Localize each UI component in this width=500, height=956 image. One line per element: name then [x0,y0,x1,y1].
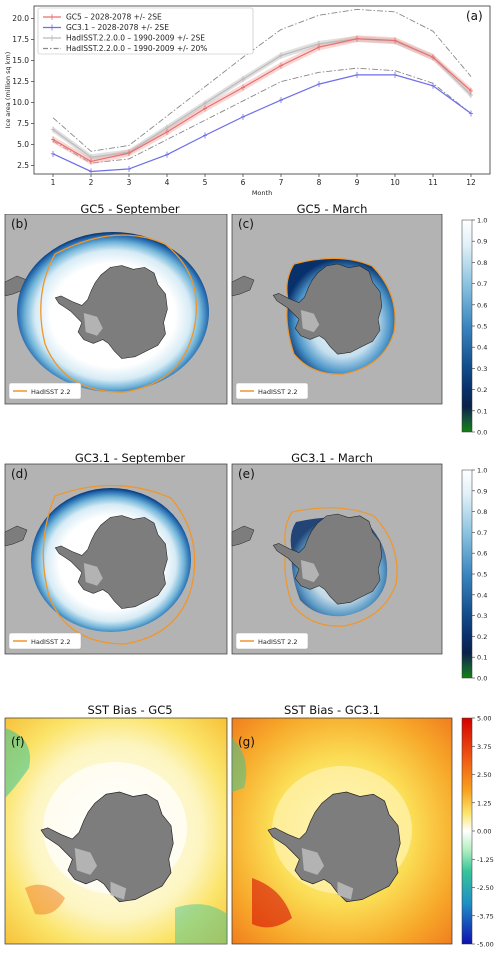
x-tick-label: 1 [51,178,56,187]
gc5-line [52,38,472,163]
x-tick-label: 8 [317,178,322,187]
panel-f-title: SST Bias - GC5 [87,703,173,717]
gc31-line [52,74,472,173]
y-tick-label: 2.5 [17,161,29,170]
x-tick-label: 6 [241,178,246,187]
y-tick-label: 20.0 [12,14,29,23]
colorbar-tick-label: 0.6 [477,550,487,558]
panel-c-label: (c) [238,217,254,231]
colorbar-tick-label: -1.25 [477,856,494,864]
panel-c-map: HadISST 2.2 (c) [231,214,443,405]
ice-colorbar-top: 1.0 0.9 0.8 0.7 0.6 0.5 0.4 0.3 0.2 0.1 0.0 [461,217,487,437]
x-tick-label: 11 [428,178,438,187]
panel-b-map: HadISST 2.2 (b) [4,214,228,405]
sst-colorbar: 5.00 3.75 2.50 1.25 0.00 -1.25 -2.50 -3.75 -5.00 [461,715,494,949]
seasonal-ice-area-chart: 2.55.07.510.012.515.017.520.01 2 3 4 5 6 7 8 9 10… [4,5,491,197]
x-tick-label: 10 [390,178,400,187]
hadisst-line [52,38,472,158]
colorbar-tick-label: 0.2 [477,633,487,641]
y-tick-label: 10.0 [12,98,29,107]
colorbar-tick-label: 0.3 [477,612,487,620]
panel-f-label: (f) [11,735,25,749]
panel-e-map: HadISST 2.2 (e) [231,463,443,655]
panel-c-legend: HadISST 2.2 [258,388,298,396]
hadisst-20pct-lower-line [52,67,472,164]
y-tick-label: 12.5 [12,77,29,86]
panel-g-label: (g) [238,735,255,749]
maps-figure: HadISST 2.2 (b) HadISST 2.2 (c) 1.0 0.9 0.… [4,214,494,949]
x-axis-label: Month [252,189,272,197]
x-tick-label: 2 [89,178,94,187]
colorbar-tick-label: -2.50 [477,884,494,892]
x-tick-label: 4 [165,178,170,187]
legend-entry: HadISST.2.2.0.0 – 1990-2009 +/- 20% [66,44,207,53]
colorbar-tick-label: 3.75 [477,743,491,751]
colorbar-tick-label: 0.5 [477,323,487,331]
colorbar-tick-label: 1.25 [477,799,491,807]
colorbar-tick-label: 0.9 [477,487,487,495]
panel-c-title: GC5 - March [296,202,368,216]
legend-entry: GC3.1 – 2028-2078 +/- 2SE [66,23,169,32]
colorbar-tick-label: 0.4 [477,344,487,352]
colorbar-tick-label: 0.4 [477,591,487,599]
panel-a-label: (a) [466,9,483,23]
colorbar-tick-label: 1.0 [477,217,487,225]
panel-d-title: GC3.1 - September [74,451,186,465]
legend-entry: GC5 – 2028-2078 +/- 2SE [66,13,162,22]
x-tick-label: 12 [466,178,476,187]
y-tick-label: 17.5 [12,35,29,44]
colorbar-tick-label: 0.8 [477,259,487,267]
x-tick-label: 3 [127,178,132,187]
colorbar-tick-label: 2.50 [477,771,491,779]
y-tick-label: 5.0 [17,140,29,149]
colorbar-tick-label: 0.7 [477,280,487,288]
colorbar-tick-label: 0.0 [477,675,487,683]
panel-b-label: (b) [11,217,28,231]
panel-e-legend: HadISST 2.2 [258,638,298,646]
colorbar-tick-label: 0.1 [477,407,487,415]
panel-f-map: (f) [4,717,228,945]
x-tick-label: 9 [355,178,360,187]
panel-g-title: SST Bias - GC3.1 [283,703,381,717]
panel-d-map: HadISST 2.2 (d) [4,463,228,655]
legend-entry: HadISST.2.2.0.0 – 1990-2009 +/- 2SE [66,34,205,43]
panel-b-legend: HadISST 2.2 [31,388,71,396]
colorbar-tick-label: 0.2 [477,386,487,394]
panel-e-label: (e) [238,467,255,481]
colorbar-tick-label: 0.7 [477,529,487,537]
colorbar-tick-label: 0.1 [477,654,487,662]
panel-e-title: GC3.1 - March [291,451,373,465]
colorbar-tick-label: 0.00 [477,828,491,836]
y-tick-label: 15.0 [12,56,29,65]
colorbar-tick-label: 1.0 [477,467,487,475]
panel-g-map: (g) [231,717,453,945]
y-axis-label: Ice area (million sq km) [4,52,12,129]
panel-d-label: (d) [11,467,28,481]
colorbar-tick-label: 0.5 [477,571,487,579]
legend-box [37,7,254,55]
colorbar-tick-label: 0.0 [477,429,487,437]
colorbar-tick-label: 5.00 [477,715,491,723]
y-tick-label: 7.5 [17,119,29,128]
hadisst-20pct-upper-line [52,8,472,152]
colorbar-tick-label: 0.8 [477,508,487,516]
ice-colorbar-bottom: 1.0 0.9 0.8 0.7 0.6 0.5 0.4 0.3 0.2 0.1 0.0 [461,467,487,683]
colorbar-tick-label: 0.3 [477,365,487,373]
colorbar-tick-label: 0.6 [477,301,487,309]
colorbar-tick-label: -5.00 [477,941,494,949]
colorbar-tick-label: -3.75 [477,912,494,920]
panel-b-title: GC5 - September [80,202,180,216]
x-tick-label: 7 [279,178,284,187]
panel-d-legend: HadISST 2.2 [31,638,71,646]
colorbar-tick-label: 0.9 [477,238,487,246]
x-tick-label: 5 [203,178,208,187]
